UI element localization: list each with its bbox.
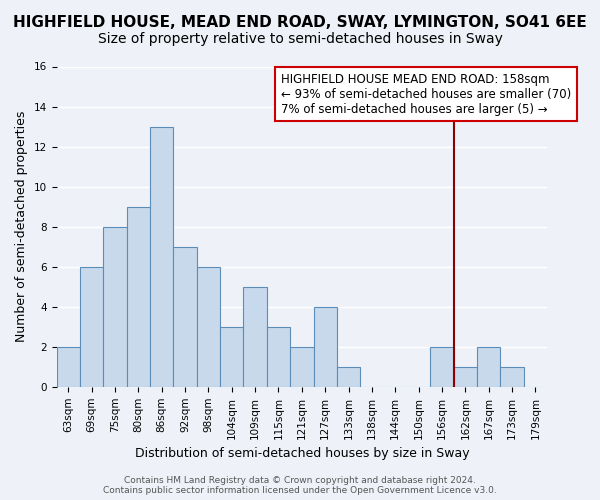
Bar	[244, 286, 267, 387]
Bar	[290, 347, 314, 387]
Bar	[314, 306, 337, 387]
Bar	[127, 206, 150, 387]
X-axis label: Distribution of semi-detached houses by size in Sway: Distribution of semi-detached houses by …	[134, 447, 469, 460]
Text: Contains HM Land Registry data © Crown copyright and database right 2024.
Contai: Contains HM Land Registry data © Crown c…	[103, 476, 497, 495]
Bar	[454, 367, 477, 387]
Bar	[430, 347, 454, 387]
Text: Size of property relative to semi-detached houses in Sway: Size of property relative to semi-detach…	[98, 32, 502, 46]
Bar	[103, 226, 127, 387]
Text: HIGHFIELD HOUSE, MEAD END ROAD, SWAY, LYMINGTON, SO41 6EE: HIGHFIELD HOUSE, MEAD END ROAD, SWAY, LY…	[13, 15, 587, 30]
Bar	[220, 327, 244, 387]
Bar	[267, 327, 290, 387]
Bar	[173, 246, 197, 387]
Bar	[150, 126, 173, 387]
Bar	[197, 266, 220, 387]
Bar	[80, 266, 103, 387]
Text: HIGHFIELD HOUSE MEAD END ROAD: 158sqm
← 93% of semi-detached houses are smaller : HIGHFIELD HOUSE MEAD END ROAD: 158sqm ← …	[281, 72, 571, 116]
Bar	[500, 367, 524, 387]
Y-axis label: Number of semi-detached properties: Number of semi-detached properties	[15, 111, 28, 342]
Bar	[337, 367, 360, 387]
Bar	[477, 347, 500, 387]
Bar	[56, 347, 80, 387]
